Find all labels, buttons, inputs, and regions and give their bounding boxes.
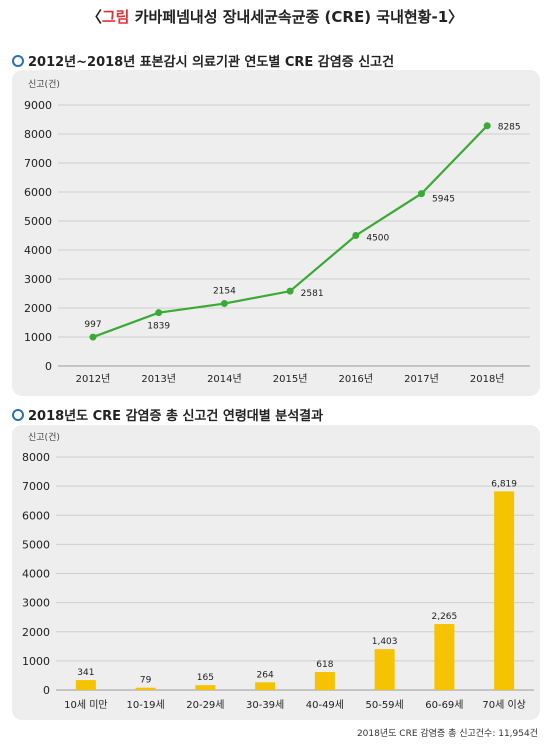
bar	[374, 649, 395, 690]
data-label: 618	[316, 660, 333, 670]
bar	[434, 624, 455, 690]
circle-icon	[12, 55, 24, 67]
x-tick-label: 40-49세	[306, 699, 344, 711]
x-tick-label: 2018년	[470, 373, 505, 385]
y-tick-label: 2000	[22, 626, 50, 639]
y-axis-label: 신고(건)	[28, 432, 60, 443]
data-point	[418, 190, 425, 198]
y-tick-label: 4000	[24, 244, 52, 257]
data-label: 2154	[213, 287, 236, 297]
bar	[255, 682, 276, 690]
y-tick-label: 0	[43, 684, 50, 697]
y-tick-label: 6000	[24, 186, 52, 199]
x-tick-label: 2017년	[404, 373, 439, 385]
y-tick-label: 8000	[24, 128, 52, 141]
data-label: 1839	[147, 322, 170, 332]
y-tick-label: 1000	[22, 655, 50, 668]
x-tick-label: 20-29세	[186, 699, 224, 711]
y-tick-label: 6000	[22, 509, 50, 522]
y-tick-label: 8000	[22, 451, 50, 464]
y-axis-label: 신고(건)	[28, 79, 60, 90]
x-tick-label: 2016년	[338, 373, 373, 385]
data-label: 165	[197, 673, 214, 683]
y-tick-label: 3000	[22, 597, 50, 610]
x-tick-label: 2015년	[273, 373, 308, 385]
series-line	[92, 124, 488, 339]
data-label: 264	[257, 670, 274, 680]
data-label: 6,819	[491, 479, 517, 489]
bar-chart-title: 2018년도 CRE 감염증 총 신고건 연령대별 분석결과	[12, 405, 323, 424]
y-tick-label: 2000	[24, 302, 52, 315]
y-tick-label: 3000	[24, 273, 52, 286]
bar-chart: 신고(건) 0 1000 2000 3000 4000 5000 6000 7000 8000 34…	[22, 432, 534, 711]
y-tick-label: 5000	[24, 215, 52, 228]
x-tick-label: 2013년	[141, 373, 176, 385]
data-label: 1,403	[372, 637, 398, 647]
line-chart-panel: 신고(건) 0 1000 2000 3000 4000 5000 6000 7000 8000 90…	[12, 70, 540, 396]
data-label: 4500	[366, 234, 389, 244]
bar	[314, 672, 335, 690]
data-label: 341	[77, 668, 94, 678]
footnote: 2018년도 CRE 감염증 총 신고건수: 11,954건	[356, 729, 538, 739]
y-tick-label: 5000	[22, 538, 50, 551]
bar	[195, 685, 216, 690]
data-point	[89, 333, 97, 341]
data-label: 5945	[432, 195, 455, 205]
data-label: 8285	[498, 123, 521, 133]
x-tick-label: 2012년	[76, 373, 111, 385]
y-tick-label: 4000	[22, 568, 50, 581]
x-tick-label: 10-19세	[126, 699, 164, 711]
x-tick-label: 50-59세	[365, 699, 403, 711]
data-point	[352, 232, 360, 239]
bar	[75, 680, 96, 690]
title-tag: 그림	[101, 8, 130, 26]
bar	[494, 491, 515, 690]
data-label: 2,265	[431, 612, 457, 622]
y-tick-label: 1000	[24, 331, 52, 344]
data-label: 79	[140, 676, 152, 686]
y-tick-label: 7000	[24, 157, 52, 170]
circle-icon	[12, 409, 24, 421]
bar	[135, 687, 156, 690]
x-tick-label: 70세 이상	[482, 699, 526, 711]
x-tick-label: 10세 미만	[64, 699, 108, 711]
data-point	[286, 287, 294, 295]
y-tick-label: 7000	[22, 480, 50, 493]
x-tick-label: 60-69세	[425, 699, 463, 711]
y-tick-label: 9000	[24, 99, 52, 112]
x-tick-label: 2014년	[207, 373, 242, 385]
data-label: 997	[84, 320, 101, 330]
data-point	[220, 300, 228, 308]
bar-chart-panel: 신고(건) 0 1000 2000 3000 4000 5000 6000 7000 8000 34…	[12, 425, 540, 720]
page-title: 〈그림 카바페넴내성 장내세균속균종 (CRE) 국내현황-1〉	[86, 8, 464, 26]
data-point	[483, 122, 491, 130]
line-chart: 신고(건) 0 1000 2000 3000 4000 5000 6000 7000 8000 90…	[24, 79, 530, 385]
line-chart-title: 2012년~2018년 표본감시 의료기관 연도별 CRE 감염증 신고건	[12, 51, 394, 70]
data-point	[155, 309, 163, 317]
y-tick-label: 0	[45, 360, 52, 373]
x-tick-label: 30-39세	[246, 699, 284, 711]
data-label: 2581	[301, 289, 324, 299]
